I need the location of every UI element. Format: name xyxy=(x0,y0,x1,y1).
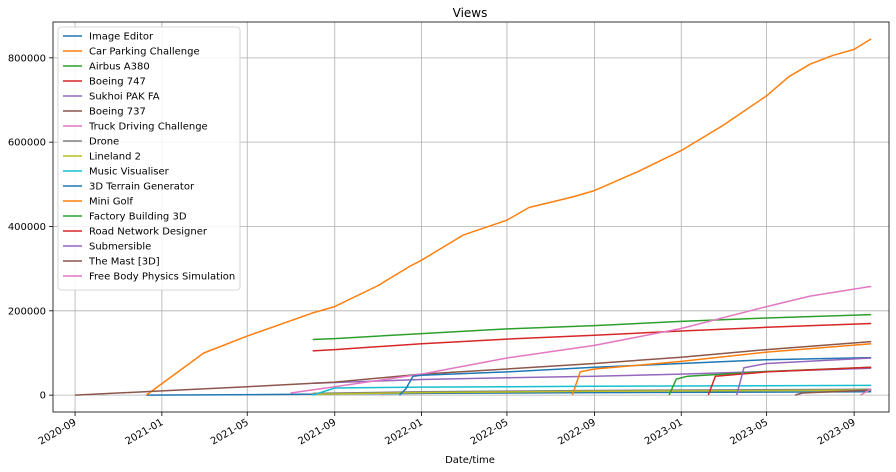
legend-label-image-editor: Image Editor xyxy=(89,32,154,43)
series-line-boeing-747 xyxy=(312,322,872,352)
y-tick-label: 0 xyxy=(40,391,46,402)
series-line-road-network-designer xyxy=(707,366,872,396)
legend-label-3d-terrain-generator: 3D Terrain Generator xyxy=(89,182,195,193)
series-line-image-editor xyxy=(146,391,872,396)
y-tick-label: 800000 xyxy=(8,53,46,64)
series-line-free-body-physics-simulation xyxy=(860,388,872,396)
x-tick-label: 2022-09 xyxy=(556,417,598,447)
legend-label-sukhoi-pak-fa: Sukhoi PAK FA xyxy=(89,92,160,103)
x-tick-label: 2023-05 xyxy=(728,417,770,447)
legend-label-boeing-737: Boeing 737 xyxy=(89,107,146,118)
x-tick-label: 2023-09 xyxy=(816,417,858,447)
x-tick-label: 2020-09 xyxy=(37,417,79,447)
y-axis-ticks: 0 200000 400000 600000 800000 xyxy=(8,53,53,402)
chart-title: Views xyxy=(453,6,488,20)
y-tick-label: 600000 xyxy=(8,138,46,149)
legend-label-car-parking-challenge: Car Parking Challenge xyxy=(89,47,200,58)
series-line-boeing-737 xyxy=(75,340,872,396)
legend-label-factory-building-3d: Factory Building 3D xyxy=(89,212,187,223)
legend: Image Editor Car Parking Challenge Airbus … xyxy=(57,26,241,291)
x-tick-label: 2023-01 xyxy=(643,417,685,447)
series-line-car-parking-challenge xyxy=(145,38,872,396)
series-line-airbus-a380 xyxy=(312,313,872,341)
legend-box xyxy=(57,26,241,291)
legend-label-lineland-2: Lineland 2 xyxy=(89,152,141,163)
legend-label-road-network-designer: Road Network Designer xyxy=(89,227,208,238)
series-line-lineland-2 xyxy=(312,389,872,396)
series-line-music-visualiser xyxy=(312,384,872,396)
x-tick-label: 2022-01 xyxy=(383,417,425,447)
series-line-submersible xyxy=(735,357,872,396)
x-axis-label: Date/time xyxy=(445,455,495,466)
legend-label-mini-golf: Mini Golf xyxy=(89,197,133,208)
legend-label-submersible: Submersible xyxy=(89,242,151,253)
y-tick-label: 400000 xyxy=(8,222,46,233)
series-line-drone xyxy=(312,388,872,395)
x-axis-ticks: 2020-09 2021-01 2021-05 2021-09 2022-01 2022-… xyxy=(37,412,858,447)
legend-label-free-body-physics-simulation: Free Body Physics Simulation xyxy=(89,272,235,283)
legend-label-airbus-a380: Airbus A380 xyxy=(89,62,150,73)
legend-label-music-visualiser: Music Visualiser xyxy=(89,167,170,178)
series-line-mini-golf xyxy=(571,342,872,396)
series-line-the-mast-3d xyxy=(794,389,872,396)
legend-label-boeing-747: Boeing 747 xyxy=(89,77,146,88)
x-tick-label: 2021-05 xyxy=(209,417,251,447)
plot-area-frame xyxy=(52,21,890,413)
x-tick-label: 2021-09 xyxy=(297,417,339,447)
series-line-3d-terrain-generator xyxy=(398,356,872,396)
x-tick-label: 2022-05 xyxy=(469,417,511,447)
series-lines xyxy=(75,38,872,396)
y-tick-label: 200000 xyxy=(8,306,46,317)
legend-label-drone: Drone xyxy=(89,137,119,148)
legend-label-the-mast-3d: The Mast [3D] xyxy=(88,257,160,268)
series-line-truck-driving-challenge xyxy=(290,285,872,394)
x-tick-label: 2021-01 xyxy=(124,417,166,447)
legend-label-truck-driving-challenge: Truck Driving Challenge xyxy=(88,122,208,133)
